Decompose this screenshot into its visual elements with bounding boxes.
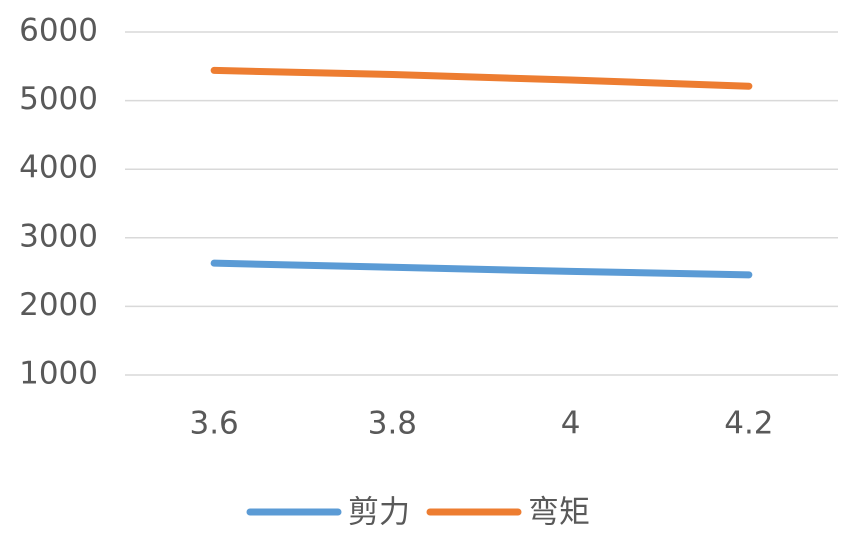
legend-label: 剪力 <box>348 495 410 531</box>
y-tick-label: 6000 <box>19 13 98 49</box>
y-tick-label: 2000 <box>19 287 98 323</box>
x-tick-label: 4 <box>561 406 581 442</box>
y-tick-label: 3000 <box>19 218 98 254</box>
series-line <box>210 66 753 90</box>
y-tick-label: 1000 <box>19 356 98 392</box>
x-tick-label: 3.6 <box>189 406 238 442</box>
y-tick-label: 5000 <box>19 81 98 117</box>
series-line <box>210 259 753 279</box>
x-tick-label: 3.8 <box>368 406 417 442</box>
legend-label: 弯矩 <box>528 495 590 531</box>
y-tick-label: 4000 <box>19 150 98 186</box>
x-tick-label: 4.2 <box>724 406 773 442</box>
